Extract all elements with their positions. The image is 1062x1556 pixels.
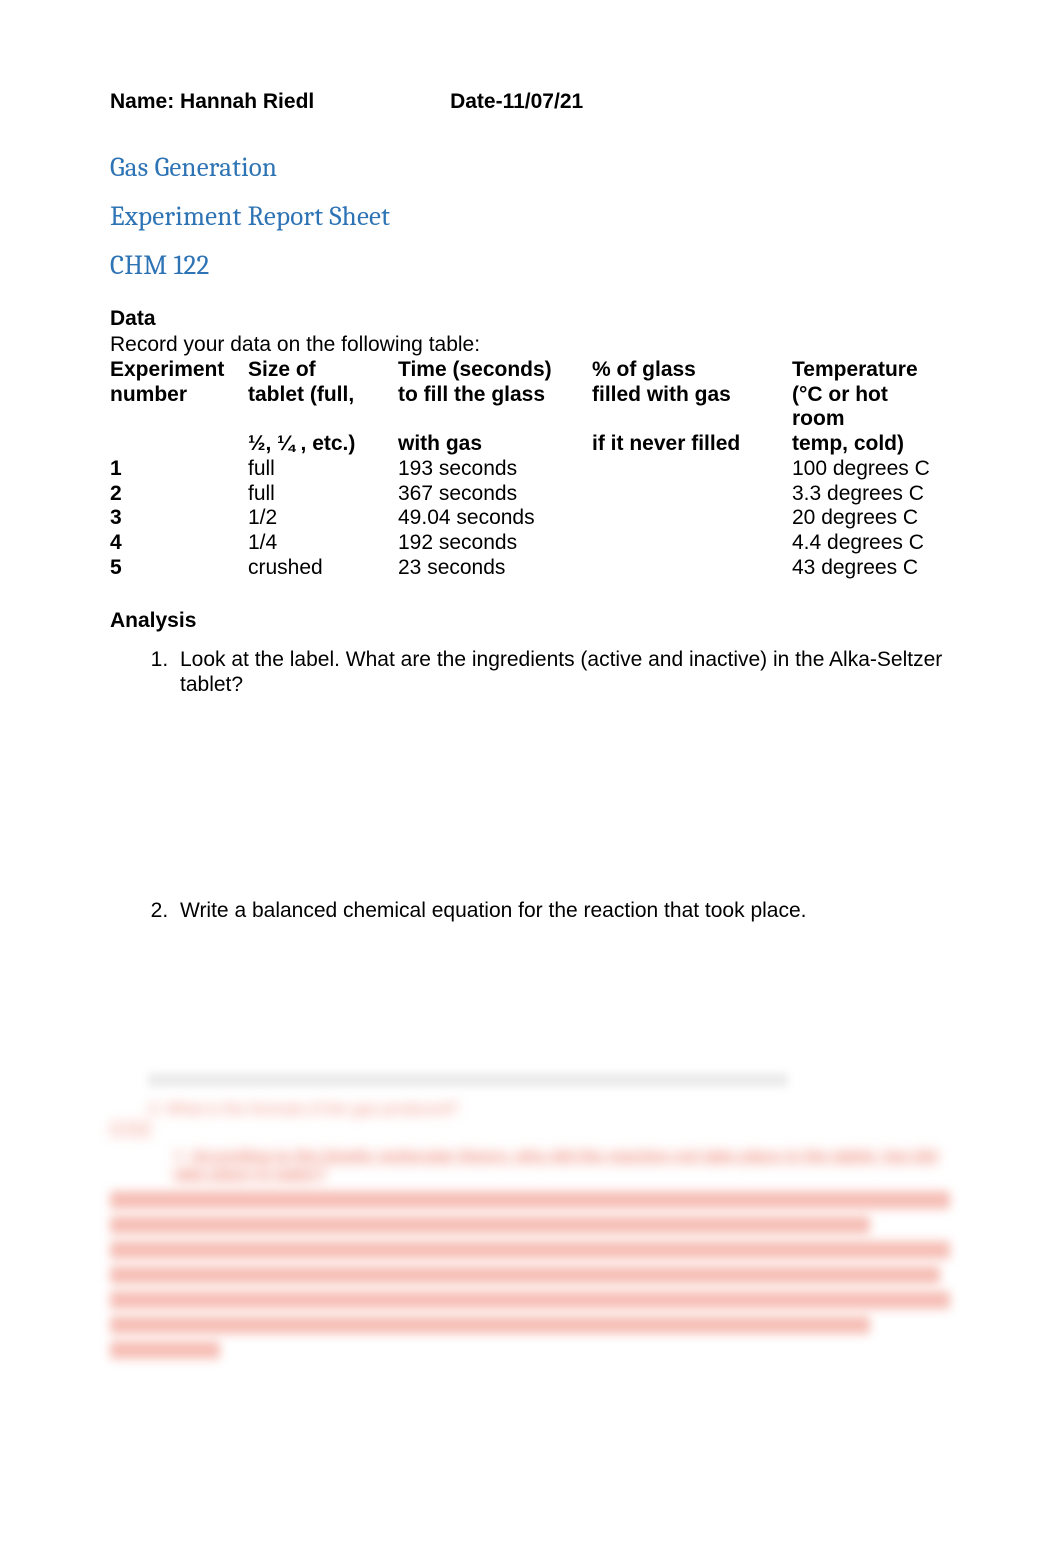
analysis-q1: Look at the label. What are the ingredie… — [174, 647, 952, 698]
heading-report-sheet: Experiment Report Sheet — [110, 201, 952, 232]
table-row-num: 1 — [110, 457, 248, 482]
q4-number: 4. — [174, 1148, 187, 1165]
blurred-line — [110, 1341, 220, 1359]
analysis-q4-blurred: 4. According to the kinetic molecular th… — [174, 1148, 952, 1184]
analysis-list: Look at the label. What are the ingredie… — [110, 647, 952, 924]
date-label: Date- — [450, 90, 503, 113]
table-cell: 1/2 — [248, 506, 398, 531]
table-cell — [592, 482, 792, 507]
heading-course: CHM 122 — [110, 250, 952, 281]
table-header: Size of — [248, 358, 398, 383]
name-value: Hannah Riedl — [180, 90, 314, 113]
table-cell: 367 seconds — [398, 482, 592, 507]
table-cell: 43 degrees C — [792, 556, 952, 581]
table-cell: 192 seconds — [398, 531, 592, 556]
date-block: Date-11/07/21 — [450, 90, 583, 114]
table-row-num: 2 — [110, 482, 248, 507]
data-section-label: Data — [110, 307, 952, 331]
table-header — [110, 432, 248, 457]
table-cell: 193 seconds — [398, 457, 592, 482]
table-header: % of glass — [592, 358, 792, 383]
table-header: (°C or hot room — [792, 383, 952, 433]
table-header: tablet (full, — [248, 383, 398, 433]
table-header: number — [110, 383, 248, 433]
table-cell: 49.04 seconds — [398, 506, 592, 531]
date-value: 11/07/21 — [503, 90, 584, 113]
table-cell: crushed — [248, 556, 398, 581]
analysis-section-label: Analysis — [110, 609, 952, 633]
table-header: Temperature — [792, 358, 952, 383]
table-cell — [592, 506, 792, 531]
q4-text: According to the kinetic molecular theor… — [174, 1148, 937, 1183]
table-header: ½, ¼ , etc.) — [248, 432, 398, 457]
table-row-num: 4 — [110, 531, 248, 556]
blurred-answer-paragraph — [110, 1191, 952, 1359]
table-cell: 23 seconds — [398, 556, 592, 581]
table-header: to fill the glass — [398, 383, 592, 433]
heading-gas-generation: Gas Generation — [110, 152, 952, 183]
document-page: Name: Hannah Riedl Date-11/07/21 Gas Gen… — [0, 0, 1062, 1426]
blurred-content — [148, 1073, 788, 1087]
blurred-line — [110, 1241, 950, 1259]
table-cell — [592, 531, 792, 556]
analysis-q3-blurred: 3. What is the formula of the gas produc… — [148, 1101, 952, 1119]
table-header: Experiment — [110, 358, 248, 383]
blurred-line — [110, 1216, 870, 1234]
table-row-num: 5 — [110, 556, 248, 581]
table-header: filled with gas — [592, 383, 792, 433]
q3-number: 3. — [148, 1101, 161, 1118]
analysis-q2: Write a balanced chemical equation for t… — [174, 898, 952, 924]
table-header: if it never filled — [592, 432, 792, 457]
table-header: with gas — [398, 432, 592, 457]
table-cell — [592, 556, 792, 581]
table-cell: 1/4 — [248, 531, 398, 556]
blurred-line — [110, 1316, 870, 1334]
table-cell: 20 degrees C — [792, 506, 952, 531]
blurred-line — [110, 1191, 950, 1209]
table-cell: 3.3 degrees C — [792, 482, 952, 507]
table-cell: full — [248, 457, 398, 482]
name-label: Name: — [110, 90, 174, 113]
blurred-line — [110, 1266, 940, 1284]
q3-answer-co2: CO2 — [110, 1119, 952, 1142]
q3-text: What is the formula of the gas produced? — [166, 1101, 459, 1118]
table-cell — [592, 457, 792, 482]
data-intro-text: Record your data on the following table: — [110, 333, 952, 358]
table-row-num: 3 — [110, 506, 248, 531]
table-cell: full — [248, 482, 398, 507]
table-header: Time (seconds) — [398, 358, 592, 383]
blurred-line — [110, 1291, 950, 1309]
table-cell: 4.4 degrees C — [792, 531, 952, 556]
data-table: Experiment Size of Time (seconds) % of g… — [110, 358, 952, 581]
header-meta-row: Name: Hannah Riedl Date-11/07/21 — [110, 90, 952, 114]
table-cell: 100 degrees C — [792, 457, 952, 482]
table-header: temp, cold) — [792, 432, 952, 457]
